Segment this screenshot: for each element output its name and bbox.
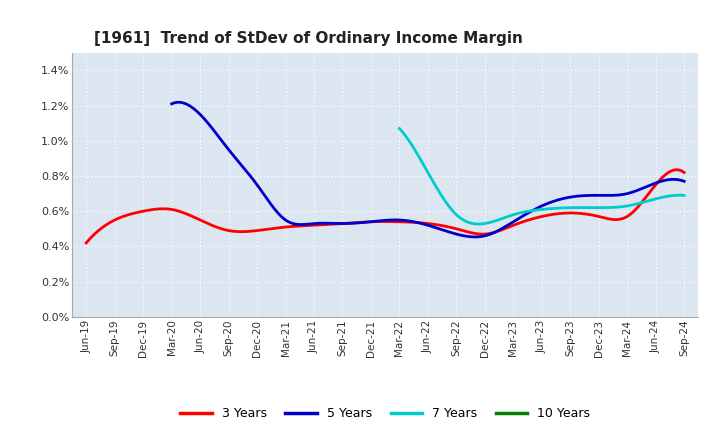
Text: [1961]  Trend of StDev of Ordinary Income Margin: [1961] Trend of StDev of Ordinary Income…: [94, 31, 523, 46]
Legend: 3 Years, 5 Years, 7 Years, 10 Years: 3 Years, 5 Years, 7 Years, 10 Years: [176, 402, 595, 425]
